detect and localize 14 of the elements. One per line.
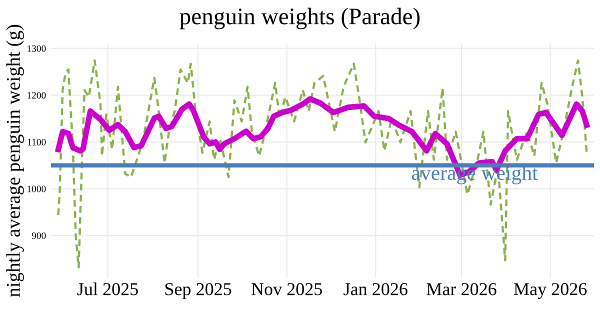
y-tick-label: 1200 [28,92,46,99]
y-tick-label: 1000 [28,186,46,192]
y-tick-label: 1100 [28,138,46,146]
chart-title: penguin weights (Parade) [180,8,420,30]
x-tick-label: Nov 2025 [251,283,322,296]
x-tick-label: Jul 2025 [77,282,138,296]
y-tick-label: 1300 [28,45,46,52]
x-tick-label: Jan 2026 [344,283,408,296]
line-series [57,59,588,268]
y-tick-label: 900 [32,232,46,240]
y-axis-title: nightly average penguin weight (g) [6,24,24,297]
x-tick-label: Mar 2026 [426,283,496,296]
x-tick-label: Sep 2025 [165,283,232,299]
x-tick-label: May 2026 [514,283,587,299]
